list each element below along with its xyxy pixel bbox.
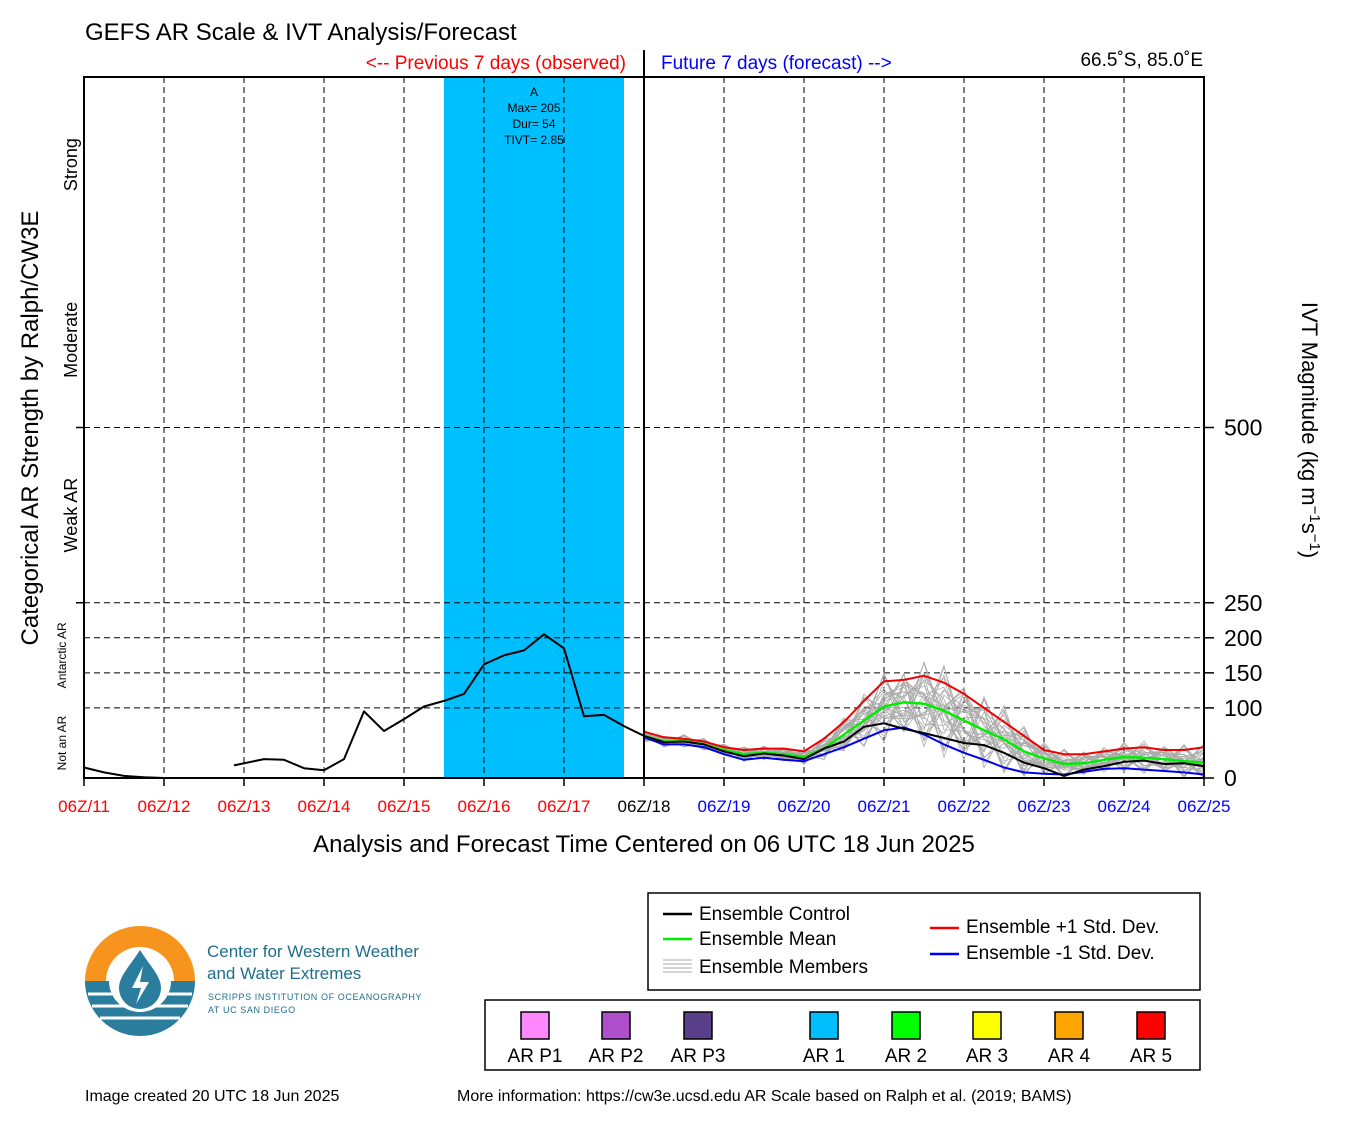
ensemble-1-std-dev-line: [643, 674, 1205, 756]
logo-title-line2: and Water Extremes: [207, 964, 362, 983]
ar-scale-legend-items: AR P1 AR P2 AR P3 AR 1 AR 2 AR 3 AR 4 AR 5: [508, 1011, 1172, 1067]
ar-scale-label: AR P3: [671, 1046, 726, 1067]
y-tick-labels: 0 100 150 200 250 500: [1224, 415, 1262, 792]
location-label: 66.5˚S, 85.0˚E: [1080, 50, 1203, 71]
x-tick-label: 06Z/17: [538, 797, 591, 816]
y-tick-label: 100: [1224, 695, 1262, 721]
x-tick-label: 06Z/24: [1098, 797, 1151, 816]
legend-mean-label: Ensemble Mean: [699, 929, 836, 950]
legend-members-label: Ensemble Members: [699, 957, 868, 978]
x-tick-label: 06Z/14: [298, 797, 351, 816]
ar-scale-label: AR 3: [966, 1046, 1008, 1067]
y-tick-label: 150: [1224, 660, 1262, 686]
logo-title-line1: Center for Western Weather: [207, 942, 419, 961]
ar-scale-swatch: [809, 1011, 839, 1040]
more-information-note: More information: https://cw3e.ucsd.edu …: [457, 1088, 1072, 1105]
x-tick-label: 06Z/12: [138, 797, 191, 816]
series-layer: [83, 633, 1205, 779]
y-axis-label-right: IVT Magnitude (kg m−1s−1): [1297, 302, 1323, 558]
ensemble-control-line: [643, 722, 1205, 777]
ar-event-max-text: Max= 205: [507, 101, 560, 115]
ar-event-tivt-text: TIVT= 2.85: [504, 133, 564, 147]
logo-orange-ring: [85, 926, 195, 981]
category-label: Not an AR: [55, 715, 69, 770]
x-axis-label: Analysis and Forecast Time Centered on 0…: [313, 831, 975, 858]
legend-minus-std-label: Ensemble -1 Std. Dev.: [966, 943, 1155, 964]
category-label: Moderate: [61, 302, 81, 378]
category-label: Weak AR: [61, 478, 81, 553]
ensemble-legend-box: [647, 892, 1201, 991]
ar-scale-label: AR P1: [508, 1046, 563, 1067]
ensemble-member-line: [643, 665, 1205, 779]
future-days-label: Future 7 days (forecast) -->: [661, 53, 892, 74]
ar-event-dur-text: Dur= 54: [512, 117, 555, 131]
ar-scale-swatch: [520, 1011, 550, 1040]
ar-scale-label: AR 1: [803, 1046, 845, 1067]
plot-frame: [76, 76, 1214, 786]
category-label: Antarctic AR: [55, 622, 69, 688]
x-tick-label: 06Z/13: [218, 797, 271, 816]
legend-plus-std-label: Ensemble +1 Std. Dev.: [966, 917, 1159, 938]
ar-scale-label: AR 2: [885, 1046, 927, 1067]
ensemble-control-line: [83, 766, 165, 779]
y-tick-label: 200: [1224, 625, 1262, 651]
x-tick-label: 06Z/23: [1018, 797, 1071, 816]
ar-scale-swatch: [601, 1011, 631, 1040]
y-tick-label: 250: [1224, 590, 1262, 616]
ar-scale-swatch: [1054, 1011, 1084, 1040]
ar-scale-swatch: [891, 1011, 921, 1040]
cw3e-logo: [85, 926, 195, 1036]
x-tick-label: 06Z/15: [378, 797, 431, 816]
x-tick-label: 06Z/11: [58, 797, 110, 816]
y-axis-label-left: Categorical AR Strength by Ralph/CW3E: [17, 211, 44, 646]
x-tick-label: 06Z/22: [938, 797, 991, 816]
x-tick-label: 06Z/19: [698, 797, 751, 816]
x-tick-labels: 06Z/11 06Z/12 06Z/13 06Z/14 06Z/15 06Z/16 06Z/…: [58, 797, 1230, 816]
ensemble-control-line: [233, 633, 645, 772]
logo-subtitle-line1: SCRIPPS INSTITUTION OF OCEANOGRAPHY: [208, 992, 423, 1002]
chart-title: GEFS AR Scale & IVT Analysis/Forecast: [85, 19, 517, 46]
ensemble-mean-line: [643, 701, 1205, 766]
ar-event-label: A: [530, 85, 538, 99]
ar-scale-label: AR 5: [1130, 1046, 1172, 1067]
ensemble-1-std-dev-line: [643, 726, 1205, 776]
ensemble-member-line: [643, 673, 1205, 777]
legend-control-label: Ensemble Control: [699, 904, 850, 925]
x-tick-label: 06Z/16: [458, 797, 511, 816]
x-tick-label: 06Z/20: [778, 797, 831, 816]
ar-scale-swatch: [683, 1011, 713, 1040]
x-tick-label: 06Z/25: [1178, 797, 1231, 816]
logo-subtitle-line2: AT UC SAN DIEGO: [208, 1005, 296, 1015]
category-label: Strong: [61, 138, 81, 191]
legend-members-swatch: [663, 959, 692, 973]
y-tick-label: 0: [1224, 765, 1237, 791]
x-tick-label: 06Z/18: [618, 797, 671, 816]
previous-days-label: <-- Previous 7 days (observed): [366, 53, 626, 74]
lightning-icon: [132, 966, 149, 1004]
category-labels: Not an AR Antarctic AR Weak AR Moderate Stro…: [55, 138, 81, 770]
ar-scale-label: AR 4: [1048, 1046, 1091, 1067]
ar-scale-swatch: [972, 1011, 1002, 1040]
ensemble-members-layer: [643, 660, 1205, 779]
y-tick-label: 500: [1224, 415, 1262, 441]
x-tick-label: 06Z/21: [858, 797, 911, 816]
ar-scale-label: AR P2: [589, 1046, 644, 1067]
image-created-note: Image created 20 UTC 18 Jun 2025: [85, 1088, 340, 1105]
ar-scale-swatch: [1136, 1011, 1166, 1040]
